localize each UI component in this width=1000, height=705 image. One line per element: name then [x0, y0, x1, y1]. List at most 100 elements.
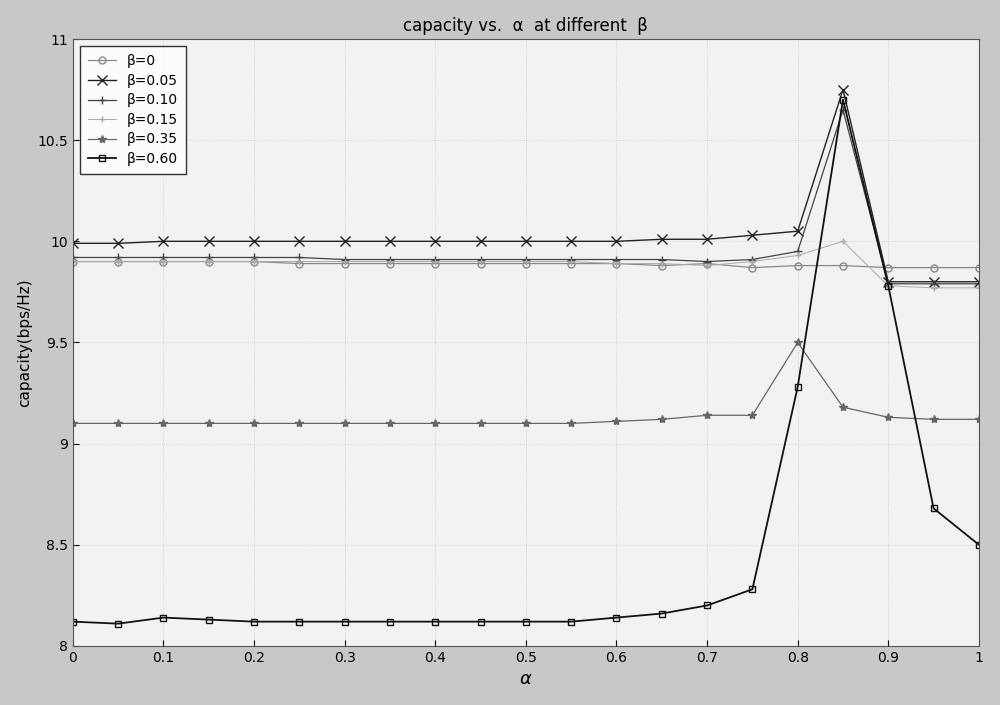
β=0: [339, 259, 351, 268]
β=0.60: [384, 618, 396, 626]
Legend: β=0, β=0.05, β=0.10, β=0.15, β=0.35, β=0.60: β=0, β=0.05, β=0.10, β=0.15, β=0.35, β=0…: [80, 46, 186, 174]
β=0.10: [475, 255, 487, 264]
β=0.60: [701, 601, 713, 610]
β=0.05: [384, 237, 396, 245]
X-axis label: α: α: [520, 670, 532, 688]
β=0.10: [565, 255, 577, 264]
β=0.10: [293, 253, 305, 262]
β=0.15: [928, 283, 940, 292]
β=0.35: [882, 413, 894, 422]
β=0.05: [610, 237, 622, 245]
β=0.35: [157, 419, 169, 428]
β=0.35: [837, 403, 849, 412]
β=0.10: [746, 255, 758, 264]
β=0.05: [701, 235, 713, 243]
β=0: [792, 262, 804, 270]
β=0.15: [882, 281, 894, 290]
β=0.15: [339, 257, 351, 266]
β=0: [203, 257, 215, 266]
β=0.05: [746, 231, 758, 240]
β=0.35: [384, 419, 396, 428]
β=0: [157, 257, 169, 266]
β=0.10: [112, 253, 124, 262]
Line: β=0.15: β=0.15: [69, 238, 982, 291]
β=0.15: [203, 257, 215, 266]
β=0.60: [520, 618, 532, 626]
β=0.10: [837, 106, 849, 114]
β=0: [67, 257, 79, 266]
β=0.10: [248, 253, 260, 262]
β=0.05: [882, 278, 894, 286]
β=0: [928, 264, 940, 272]
β=0.15: [475, 257, 487, 266]
β=0.05: [520, 237, 532, 245]
β=0.60: [429, 618, 441, 626]
β=0.15: [157, 257, 169, 266]
β=0.35: [565, 419, 577, 428]
β=0.10: [203, 253, 215, 262]
β=0.35: [610, 417, 622, 426]
β=0.10: [973, 280, 985, 288]
β=0.60: [157, 613, 169, 622]
β=0.15: [565, 257, 577, 266]
β=0: [701, 259, 713, 268]
β=0.05: [928, 278, 940, 286]
β=0.60: [339, 618, 351, 626]
β=0.05: [67, 239, 79, 247]
β=0.05: [293, 237, 305, 245]
β=0.60: [882, 281, 894, 290]
β=0.05: [429, 237, 441, 245]
β=0.15: [610, 259, 622, 268]
β=0: [837, 262, 849, 270]
β=0.15: [429, 257, 441, 266]
β=0.10: [792, 247, 804, 256]
β=0: [475, 259, 487, 268]
β=0.05: [973, 278, 985, 286]
β=0.35: [746, 411, 758, 419]
β=0.35: [928, 415, 940, 424]
β=0.35: [293, 419, 305, 428]
β=0.10: [656, 255, 668, 264]
β=0.60: [792, 383, 804, 391]
β=0.15: [520, 257, 532, 266]
β=0.60: [203, 615, 215, 624]
β=0.35: [792, 338, 804, 347]
Line: β=0.35: β=0.35: [69, 338, 983, 427]
β=0.35: [203, 419, 215, 428]
β=0.35: [429, 419, 441, 428]
β=0.15: [384, 257, 396, 266]
β=0.10: [882, 280, 894, 288]
β=0.10: [701, 257, 713, 266]
β=0.35: [701, 411, 713, 419]
β=0.10: [339, 255, 351, 264]
β=0: [746, 264, 758, 272]
β=0: [112, 257, 124, 266]
β=0.05: [656, 235, 668, 243]
β=0.15: [973, 283, 985, 292]
β=0.35: [475, 419, 487, 428]
β=0.15: [656, 259, 668, 268]
Line: β=0.60: β=0.60: [69, 96, 982, 627]
β=0.60: [293, 618, 305, 626]
β=0: [248, 257, 260, 266]
β=0: [520, 259, 532, 268]
β=0.15: [248, 257, 260, 266]
Y-axis label: capacity(bps/Hz): capacity(bps/Hz): [17, 278, 32, 407]
β=0.05: [157, 237, 169, 245]
β=0.60: [67, 618, 79, 626]
β=0.35: [248, 419, 260, 428]
β=0.60: [837, 95, 849, 104]
Line: β=0.10: β=0.10: [69, 106, 983, 288]
β=0.10: [384, 255, 396, 264]
β=0: [384, 259, 396, 268]
β=0: [565, 259, 577, 268]
β=0.10: [67, 253, 79, 262]
Line: β=0.05: β=0.05: [68, 85, 984, 287]
β=0.05: [339, 237, 351, 245]
β=0.60: [928, 504, 940, 513]
β=0: [610, 259, 622, 268]
β=0.60: [475, 618, 487, 626]
β=0.60: [248, 618, 260, 626]
β=0.15: [112, 257, 124, 266]
β=0.60: [746, 585, 758, 594]
